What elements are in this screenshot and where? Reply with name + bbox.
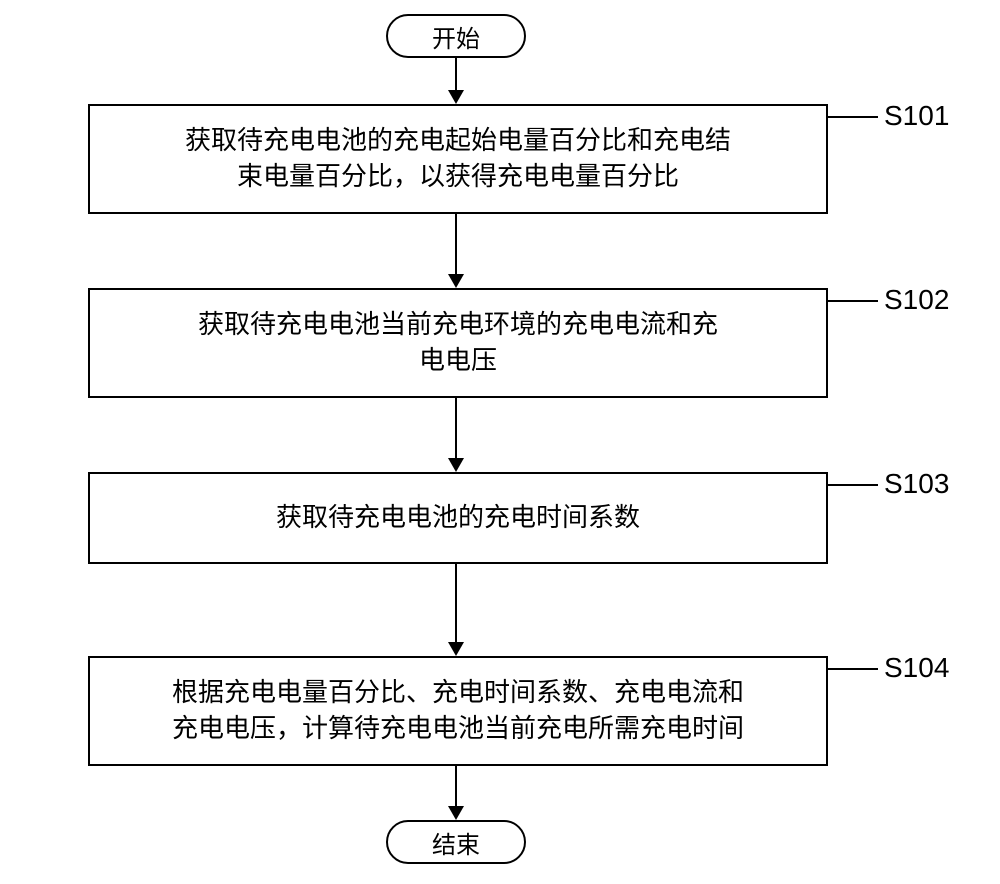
step-label-s104: S104	[884, 652, 949, 684]
process-text: 获取待充电电池的充电时间系数	[276, 500, 640, 536]
step-label-s102: S102	[884, 284, 949, 316]
terminator-start: 开始	[386, 14, 526, 58]
terminator-end-text: 结束	[432, 825, 480, 860]
flowchart-container: 开始 获取待充电电池的充电起始电量百分比和充电结束电量百分比，以获得充电电量百分…	[0, 0, 1000, 884]
process-step-s104: 根据充电电量百分比、充电时间系数、充电电流和充电电压，计算待充电电池当前充电所需…	[88, 656, 828, 766]
process-text: 获取待充电电池的充电起始电量百分比和充电结束电量百分比，以获得充电电量百分比	[185, 123, 731, 196]
flow-arrow	[440, 58, 472, 104]
process-text: 根据充电电量百分比、充电时间系数、充电电流和充电电压，计算待充电电池当前充电所需…	[172, 675, 744, 748]
callout-elbow	[826, 116, 828, 124]
callout-line	[828, 300, 878, 302]
terminator-end: 结束	[386, 820, 526, 864]
terminator-start-text: 开始	[432, 19, 480, 54]
process-step-s103: 获取待充电电池的充电时间系数	[88, 472, 828, 564]
callout-line	[828, 668, 878, 670]
flow-arrow	[440, 564, 472, 656]
callout-line	[828, 116, 878, 118]
callout-line	[828, 484, 878, 486]
flow-arrow	[440, 398, 472, 472]
process-step-s101: 获取待充电电池的充电起始电量百分比和充电结束电量百分比，以获得充电电量百分比	[88, 104, 828, 214]
callout-elbow	[826, 300, 828, 308]
flow-arrow	[440, 766, 472, 820]
process-text: 获取待充电电池当前充电环境的充电电流和充电电压	[198, 307, 718, 380]
step-label-s101: S101	[884, 100, 949, 132]
step-label-s103: S103	[884, 468, 949, 500]
flow-arrow	[440, 214, 472, 288]
callout-elbow	[826, 484, 828, 492]
process-step-s102: 获取待充电电池当前充电环境的充电电流和充电电压	[88, 288, 828, 398]
callout-elbow	[826, 668, 828, 676]
